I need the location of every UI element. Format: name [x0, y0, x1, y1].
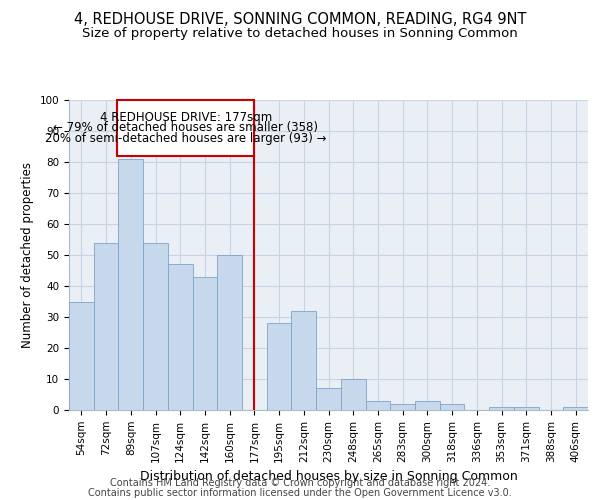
Bar	[489, 407, 514, 410]
Bar	[193, 276, 217, 410]
FancyBboxPatch shape	[117, 100, 254, 156]
Bar	[415, 400, 440, 410]
Bar	[69, 302, 94, 410]
Text: ← 79% of detached houses are smaller (358): ← 79% of detached houses are smaller (35…	[53, 122, 318, 134]
Bar	[316, 388, 341, 410]
Text: 4 REDHOUSE DRIVE: 177sqm: 4 REDHOUSE DRIVE: 177sqm	[100, 111, 272, 124]
Bar	[440, 404, 464, 410]
Bar	[514, 407, 539, 410]
Bar	[168, 264, 193, 410]
Bar	[217, 255, 242, 410]
Bar	[292, 311, 316, 410]
Bar	[563, 407, 588, 410]
Y-axis label: Number of detached properties: Number of detached properties	[21, 162, 34, 348]
Text: Size of property relative to detached houses in Sonning Common: Size of property relative to detached ho…	[82, 28, 518, 40]
Bar	[118, 159, 143, 410]
Bar	[365, 400, 390, 410]
Text: 20% of semi-detached houses are larger (93) →: 20% of semi-detached houses are larger (…	[45, 132, 326, 145]
Text: Contains HM Land Registry data © Crown copyright and database right 2024.: Contains HM Land Registry data © Crown c…	[110, 478, 490, 488]
Bar	[94, 242, 118, 410]
Bar	[143, 242, 168, 410]
Text: Contains public sector information licensed under the Open Government Licence v3: Contains public sector information licen…	[88, 488, 512, 498]
Bar	[341, 379, 365, 410]
Bar	[390, 404, 415, 410]
X-axis label: Distribution of detached houses by size in Sonning Common: Distribution of detached houses by size …	[140, 470, 517, 483]
Text: 4, REDHOUSE DRIVE, SONNING COMMON, READING, RG4 9NT: 4, REDHOUSE DRIVE, SONNING COMMON, READI…	[74, 12, 526, 28]
Bar	[267, 323, 292, 410]
